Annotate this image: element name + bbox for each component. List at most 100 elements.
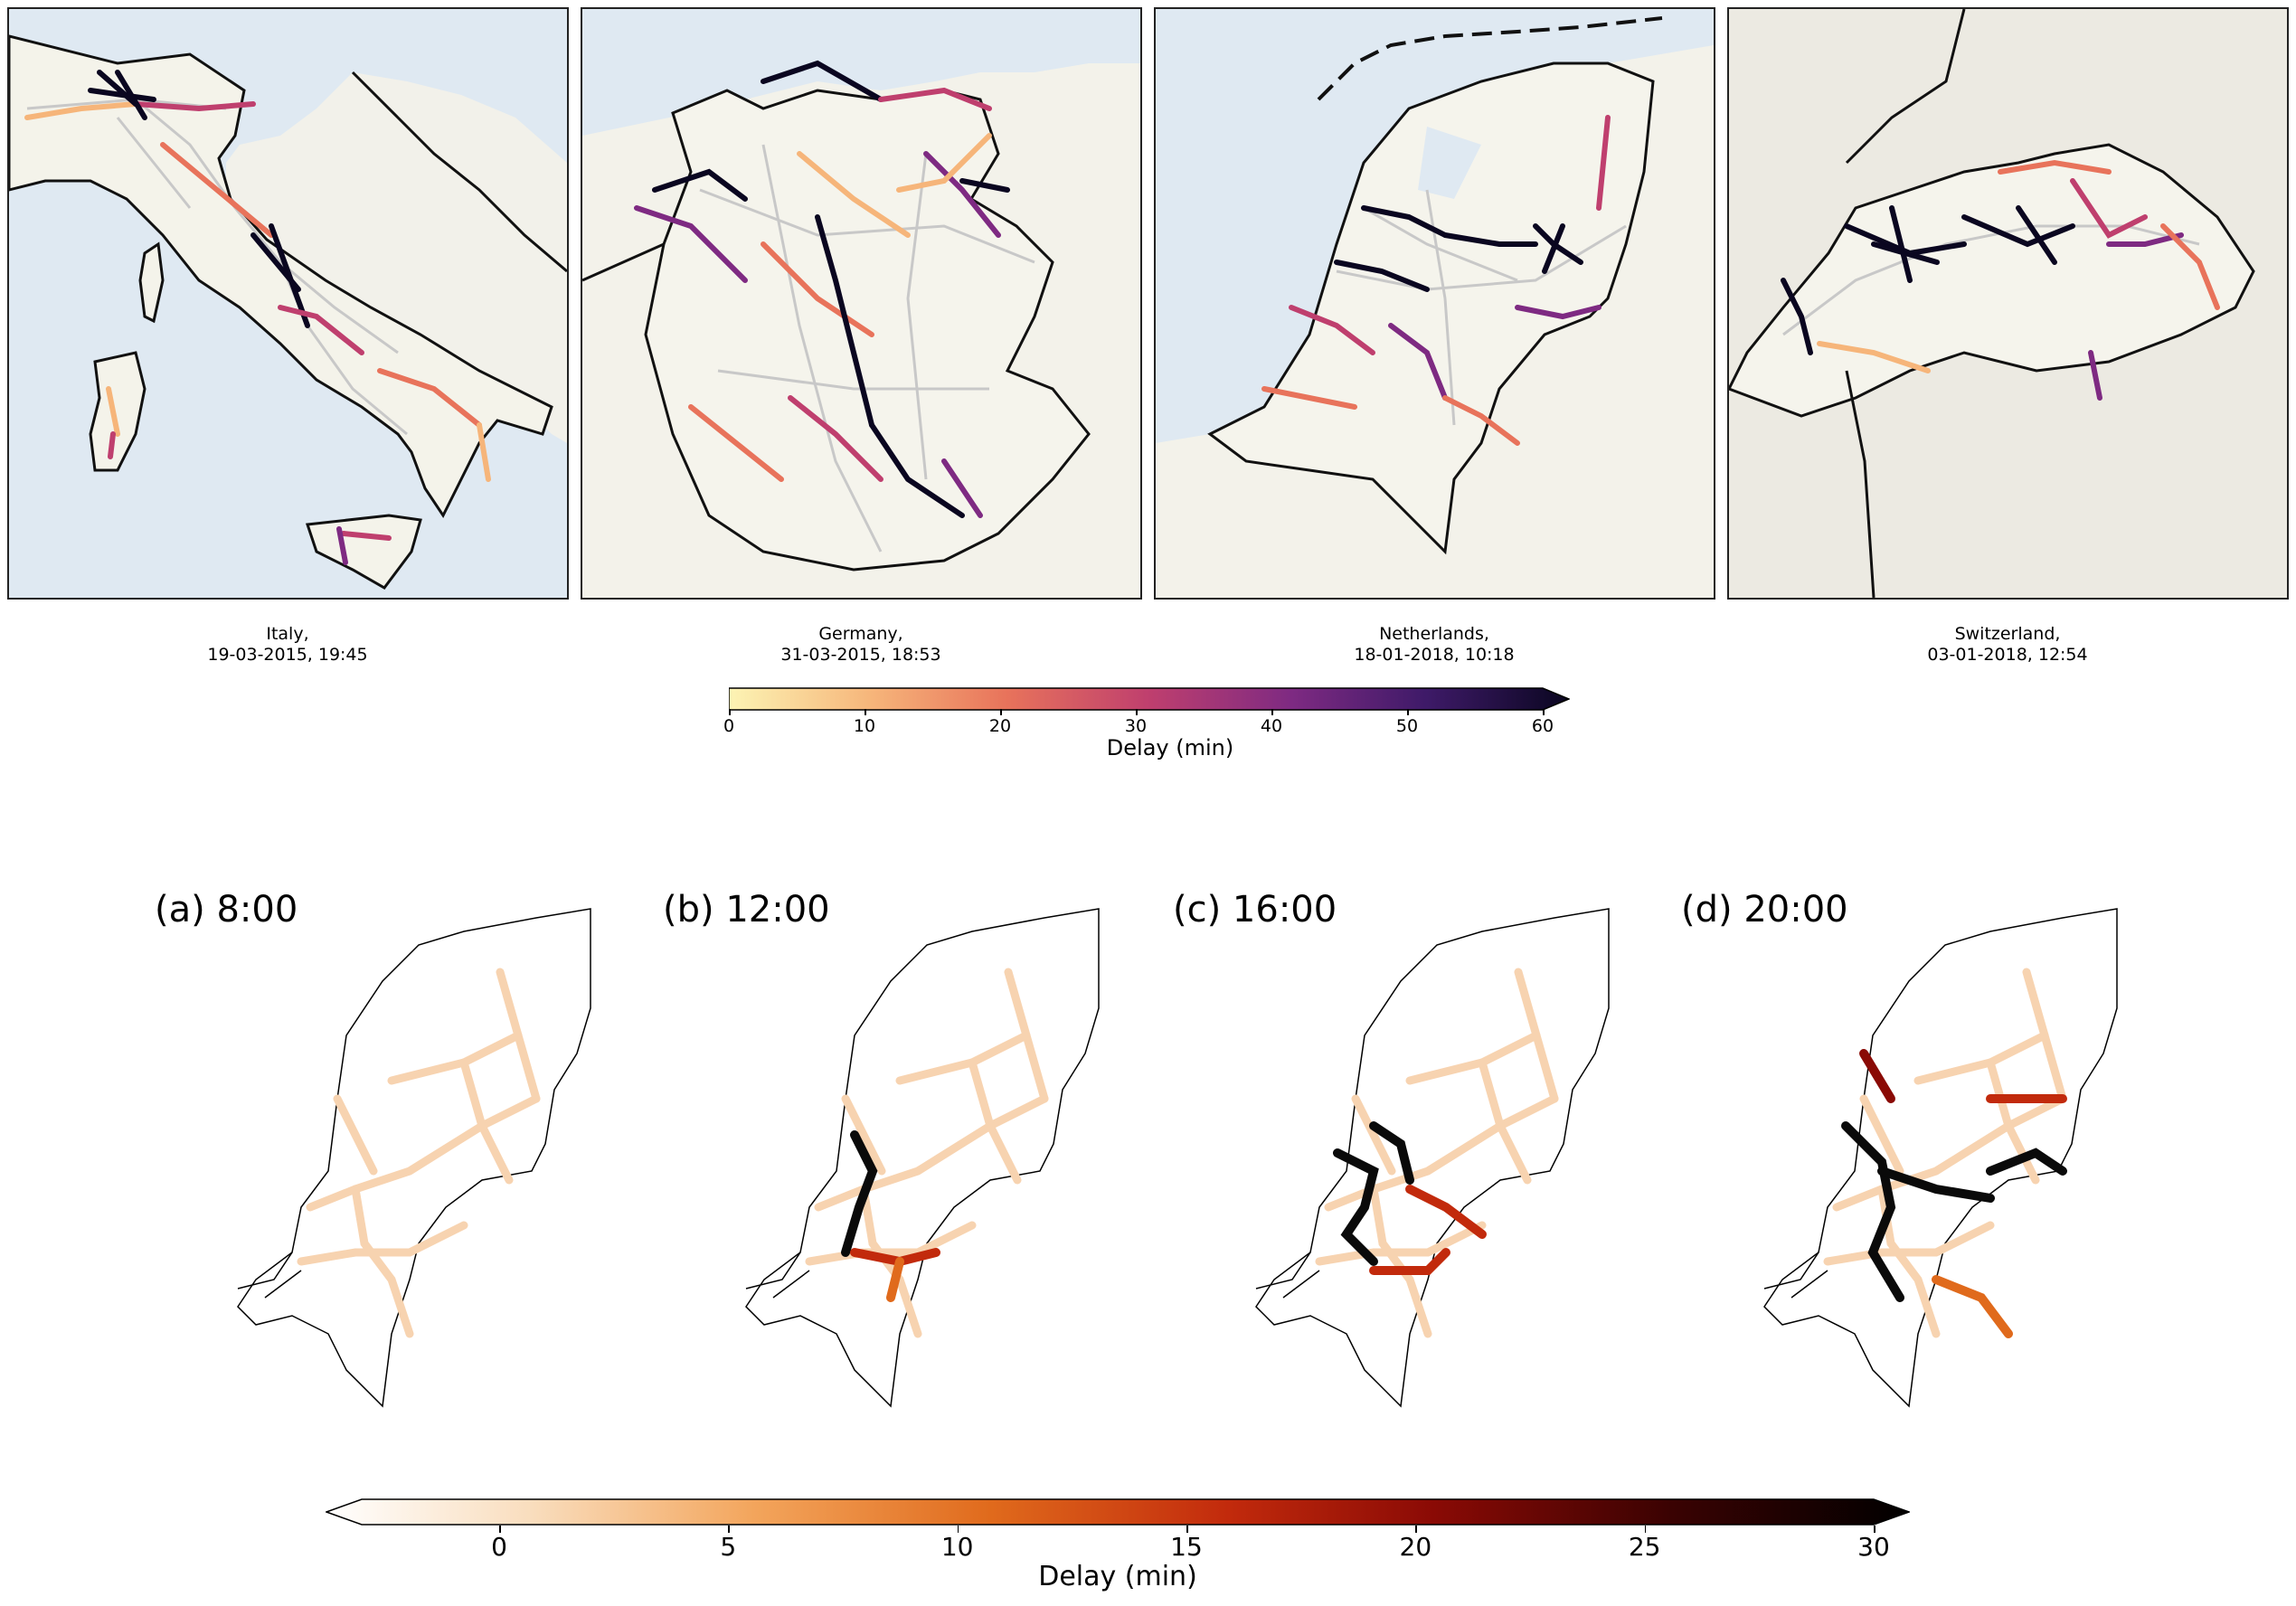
delay-segment <box>1841 1121 1904 1302</box>
rail-segment <box>814 1094 1049 1212</box>
rail-segment <box>1315 1221 1487 1266</box>
caption-germany: Germany, 31-03-2015, 18:53 <box>689 624 1033 666</box>
top-colorbar-tick-mark <box>865 709 866 715</box>
nl-map-panel: (b) 12:00 <box>628 827 1162 1460</box>
delay-segment <box>1877 1167 1995 1203</box>
rail-segment <box>1913 1031 2049 1085</box>
rail-segment <box>387 1031 523 1085</box>
delay-segment <box>886 1257 904 1302</box>
rail-segment <box>306 1094 541 1212</box>
nl-outline <box>1255 908 1610 1408</box>
delay-segment <box>1986 1148 2067 1176</box>
bottom-colorbar-tick-mark <box>499 1526 501 1533</box>
rail-segment <box>1405 1031 1541 1085</box>
bottom-colorbar-tick-label: 10 <box>940 1532 974 1562</box>
caption-country: Germany, <box>818 624 903 644</box>
top-colorbar-tick-mark <box>1271 709 1273 715</box>
top-colorbar-tick-label: 20 <box>988 716 1012 736</box>
germany-map <box>582 9 1140 598</box>
top-colorbar-tick-mark <box>1000 709 1002 715</box>
nl-map-panel: (d) 20:00 <box>1647 827 2180 1460</box>
caption-italy: Italy, 19-03-2015, 19:45 <box>116 624 459 666</box>
top-colorbar-tick-label: 60 <box>1531 716 1554 736</box>
bottom-colorbar-tick-label: 30 <box>1857 1532 1890 1562</box>
bottom-colorbar-tick-label: 5 <box>720 1532 737 1562</box>
rail-segment <box>333 1094 378 1176</box>
caption-datetime: 18-01-2018, 10:18 <box>1354 645 1515 665</box>
nl-panel-label: (c) 16:00 <box>1173 889 1337 931</box>
top-colorbar-tick-mark <box>1543 709 1545 715</box>
map-panel-netherlands <box>1154 7 1715 600</box>
nl-panel-label: (d) 20:00 <box>1681 889 1848 931</box>
rail-segment <box>297 1221 468 1266</box>
top-colorbar-tick-label: 0 <box>723 716 735 736</box>
top-colorbar-tick-label: 30 <box>1124 716 1148 736</box>
map-panel-switzerland <box>1727 7 2289 600</box>
delay-segment <box>841 1130 878 1257</box>
switzerland-map <box>1729 9 2287 598</box>
caption-datetime: 19-03-2015, 19:45 <box>207 645 368 665</box>
top-colorbar-tick-mark <box>729 709 731 715</box>
rail-segment <box>1986 1058 2040 1185</box>
delay-segment <box>1932 1275 2013 1338</box>
nl-map <box>1255 908 1610 1408</box>
caption-datetime: 31-03-2015, 18:53 <box>780 645 941 665</box>
bottom-colorbar-tick-label: 15 <box>1170 1532 1203 1562</box>
bottom-colorbar-tick-mark <box>957 1526 959 1533</box>
caption-country: Switzerland, <box>1954 624 2061 644</box>
delay-segment <box>1369 1248 1450 1275</box>
top-colorbar-tick-label: 40 <box>1260 716 1283 736</box>
nl-map-panel: (a) 8:00 <box>120 827 654 1460</box>
delay-segment <box>1369 1121 1414 1185</box>
rail-segment <box>968 1058 1022 1185</box>
bottom-colorbar-tick-label: 20 <box>1399 1532 1432 1562</box>
rail-segment <box>1324 1094 1559 1212</box>
rail-segment <box>805 1221 977 1266</box>
bottom-colorbar-tick-label: 25 <box>1628 1532 1661 1562</box>
bottom-colorbar-tick-mark <box>1874 1526 1876 1533</box>
map-panel-germany <box>581 7 1142 600</box>
rail-segment <box>351 1185 414 1338</box>
bottom-colorbar-title: Delay (min) <box>1038 1561 1197 1592</box>
rail-segment <box>1823 1221 1995 1266</box>
top-colorbar-tick-label: 10 <box>853 716 876 736</box>
caption-country: Netherlands, <box>1379 624 1489 644</box>
top-colorbar-title: Delay (min) <box>1106 735 1234 760</box>
bottom-colorbar-tick-mark <box>1186 1526 1188 1533</box>
rail-segment <box>1832 1094 2067 1212</box>
bottom-colorbar-tick-mark <box>728 1526 730 1533</box>
bottom-colorbar <box>324 1498 1912 1526</box>
nl-map <box>1763 908 2118 1408</box>
bottom-colorbar-tick-label: 0 <box>491 1532 507 1562</box>
top-colorbar-tick-label: 50 <box>1395 716 1419 736</box>
caption-datetime: 03-01-2018, 12:54 <box>1927 645 2088 665</box>
rail-segment <box>1351 1094 1396 1176</box>
bottom-colorbar-gradient <box>324 1498 1912 1526</box>
nl-map <box>745 908 1100 1408</box>
nl-panel-label: (a) 8:00 <box>155 889 298 931</box>
italy-map <box>9 9 567 598</box>
caption-netherlands: Netherlands, 18-01-2018, 10:18 <box>1262 624 1606 666</box>
top-colorbar-tick-mark <box>1407 709 1409 715</box>
delay-segment <box>1859 1049 1895 1103</box>
nl-outline <box>745 908 1100 1408</box>
caption-switzerland: Switzerland, 03-01-2018, 12:54 <box>1836 624 2179 666</box>
nl-map-panel: (c) 16:00 <box>1139 827 1672 1460</box>
delay-segment <box>1405 1185 1487 1239</box>
nl-outline <box>1763 908 2118 1408</box>
map-panel-italy <box>7 7 569 600</box>
nl-outline <box>237 908 591 1408</box>
bottom-colorbar-tick-mark <box>1415 1526 1417 1533</box>
nl-panel-label: (b) 12:00 <box>663 889 830 931</box>
netherlands-map <box>1156 9 1714 598</box>
top-colorbar <box>728 687 1571 711</box>
rail-segment <box>1369 1185 1432 1338</box>
nl-map <box>237 908 591 1408</box>
rail-segment <box>459 1058 514 1185</box>
delay-segment <box>1333 1148 1379 1266</box>
rail-segment <box>895 1031 1031 1085</box>
rail-segment <box>1859 1094 1904 1176</box>
bottom-colorbar-tick-mark <box>1644 1526 1647 1533</box>
top-colorbar-gradient <box>728 687 1571 711</box>
caption-country: Italy, <box>266 624 309 644</box>
